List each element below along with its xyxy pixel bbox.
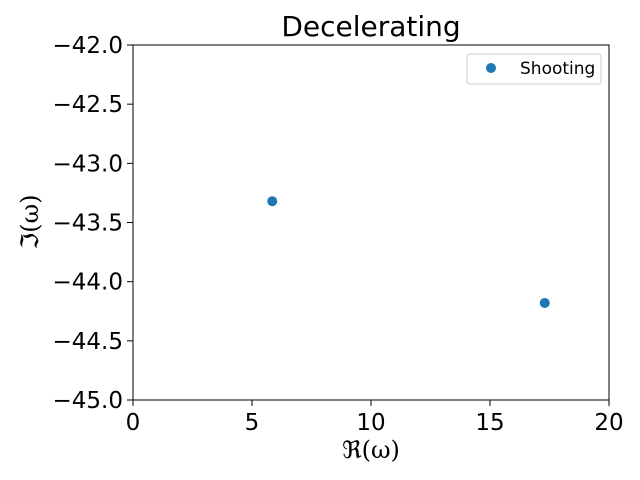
x-axis-ticks: 0 5 10 15 20 <box>126 400 624 436</box>
y-tick-label: −44.5 <box>53 329 123 355</box>
chart-title: Decelerating <box>281 10 460 43</box>
data-point-shooting <box>539 297 550 308</box>
y-tick-label: −43.0 <box>53 151 123 177</box>
x-tick-label: 20 <box>594 410 623 436</box>
y-tick-label: −42.5 <box>53 92 123 118</box>
plot-area <box>132 44 610 401</box>
legend-label-shooting: Shooting <box>520 59 595 79</box>
y-tick-label: −42.0 <box>53 33 123 59</box>
legend: Shooting <box>466 53 602 85</box>
data-point-shooting <box>267 196 278 207</box>
data-points <box>267 196 550 308</box>
x-tick-label: 0 <box>126 410 141 436</box>
y-axis-ticks: −42.0 −42.5 −43.0 −43.5 −44.0 −44.5 −45.0 <box>53 33 133 414</box>
y-axis-label: ℑ(ω) <box>16 194 44 249</box>
x-tick-label: 10 <box>356 410 385 436</box>
y-tick-label: −44.0 <box>53 270 123 296</box>
y-tick-label: −45.0 <box>53 388 123 414</box>
x-axis-label: ℜ(ω) <box>342 436 400 464</box>
legend-box <box>466 53 602 85</box>
x-tick-label: 5 <box>245 410 260 436</box>
x-tick-label: 15 <box>475 410 504 436</box>
legend-marker-shooting <box>486 63 496 73</box>
y-tick-label: −43.5 <box>53 211 123 237</box>
